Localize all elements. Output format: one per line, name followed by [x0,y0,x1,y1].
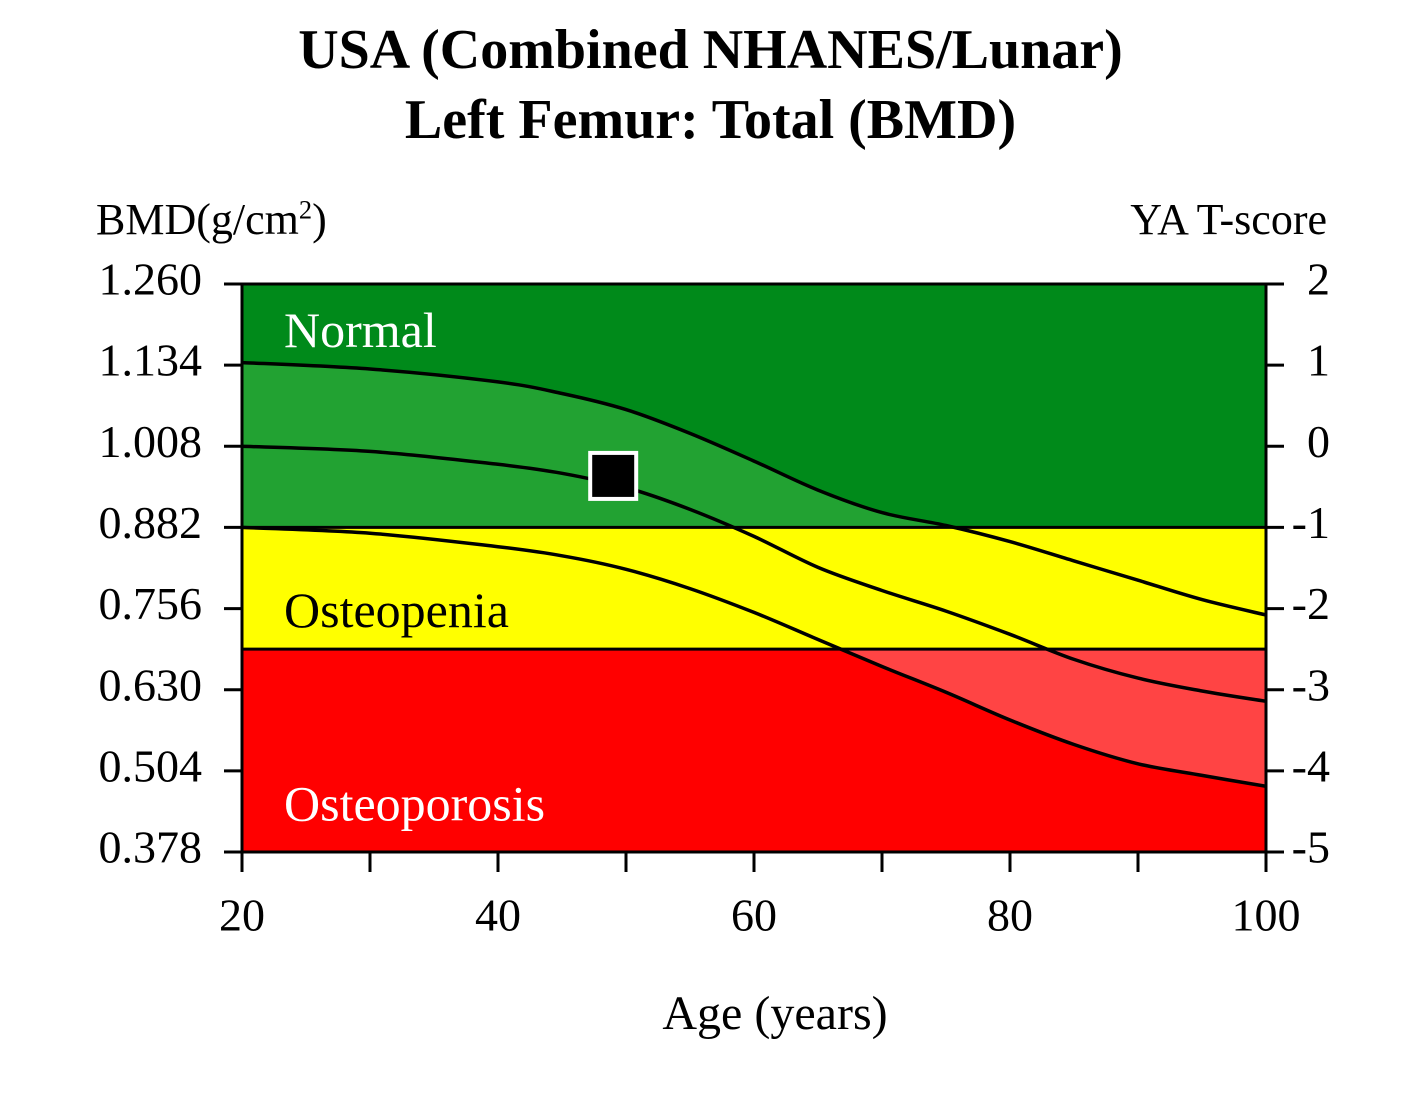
y-tick-label-right: 0 [1307,416,1330,467]
y-tick-label-left: 1.008 [99,416,203,467]
band-part-normal [242,362,955,528]
zone-label-osteoporosis: Osteoporosis [284,775,545,831]
y-tick-label-left: 0.378 [99,822,203,873]
y-tick-label-right: -2 [1292,578,1330,629]
y-tick-label-left: 0.504 [99,740,203,791]
x-tick-label: 100 [1232,890,1301,941]
y-tick-label-right: -1 [1292,497,1330,548]
curve-upper [242,360,1266,617]
y-axis-label-unit: (g/cm [196,195,299,244]
y-axis-label-text: BMD [96,195,197,244]
x-tick-label: 40 [475,890,521,941]
x-tick-label: 60 [731,890,777,941]
chart-title: USA (Combined NHANES/Lunar) [298,19,1123,81]
y-tick-label-right: -5 [1292,822,1330,873]
y-tick-label-left: 1.260 [99,254,203,305]
curves [242,360,1266,789]
curve-mean [242,444,1266,704]
band-fill-normal [242,362,955,528]
x-tick-label: 20 [219,890,265,941]
band-fill-osteopenia [242,527,1266,650]
y-tick-label-right: 1 [1307,335,1330,386]
y-tick-label-left: 1.134 [99,335,203,386]
patient-marker [588,450,639,501]
band-part-osteopenia [242,527,1266,650]
x-axis-label: Age (years) [662,987,888,1040]
y-tick-label-right: 2 [1307,254,1330,305]
y-tick-label-left: 0.882 [99,497,203,548]
x-tick-label: 80 [987,890,1033,941]
y-axis-label-unit-close: ) [312,195,327,244]
y-tick-label-left: 0.756 [99,578,203,629]
chart-subtitle: Left Femur: Total (BMD) [404,89,1017,151]
zone-label-normal: Normal [284,302,437,358]
y-axis-label-right: YA T-score [1130,195,1327,244]
y-tick-label-right: -3 [1292,659,1330,710]
y-tick-label-right: -4 [1292,740,1330,791]
y-axis-label-left: BMD(g/cm2) [96,195,327,244]
y-tick-label-left: 0.630 [99,659,203,710]
y-axis-label-unit-sup: 2 [298,194,313,225]
curve-lower [242,525,1266,789]
zone-label-osteopenia: Osteopenia [284,582,509,638]
